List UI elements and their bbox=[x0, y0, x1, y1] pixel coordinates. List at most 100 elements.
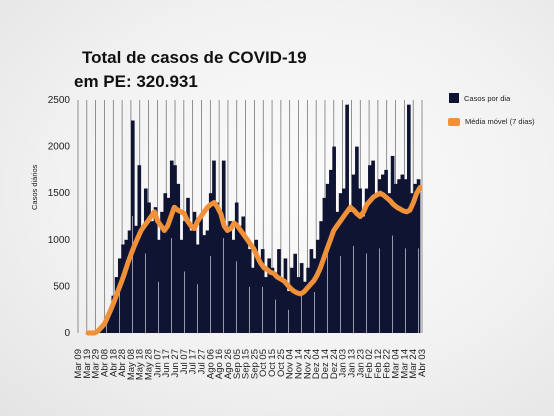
bar bbox=[137, 165, 142, 333]
x-tick-label: Feb 22 bbox=[382, 349, 393, 379]
bar bbox=[163, 193, 168, 333]
y-tick-label: 2000 bbox=[48, 142, 71, 153]
bar bbox=[254, 239, 259, 333]
x-tick-label: Sep 25 bbox=[249, 349, 260, 379]
x-tick-label: Mar 09 bbox=[73, 349, 84, 379]
bar bbox=[296, 277, 301, 333]
bar bbox=[306, 267, 310, 333]
bar bbox=[270, 267, 275, 333]
bar bbox=[410, 193, 414, 333]
x-tick-label: Oct 15 bbox=[267, 349, 278, 377]
x-tick-label: Sep 05 bbox=[232, 349, 243, 379]
x-tick-label: Feb 02 bbox=[364, 349, 375, 379]
bar bbox=[290, 267, 294, 333]
bar bbox=[316, 239, 320, 333]
bar bbox=[108, 309, 112, 333]
x-tick-label: Jun 27 bbox=[170, 349, 181, 378]
bar bbox=[251, 267, 255, 333]
bar bbox=[374, 193, 379, 333]
bar bbox=[368, 165, 372, 333]
chart-title: Total de casos de COVID-19 em PE: 320.93… bbox=[74, 46, 307, 91]
x-tick-label: Mar 14 bbox=[399, 349, 410, 379]
bar bbox=[225, 230, 229, 333]
x-tick-label: Nov 14 bbox=[294, 349, 305, 379]
bar bbox=[394, 183, 398, 333]
legend-swatch-line bbox=[448, 117, 460, 126]
x-tick-label: Jul 17 bbox=[188, 349, 199, 374]
bar bbox=[153, 207, 158, 333]
y-tick-label: 1000 bbox=[48, 235, 71, 246]
y-tick-label: 500 bbox=[53, 281, 70, 292]
bar bbox=[173, 165, 177, 333]
x-tick-label: May 08 bbox=[126, 349, 137, 380]
bar bbox=[160, 211, 164, 333]
x-tick-label: Jan 13 bbox=[346, 349, 357, 378]
x-tick-label: Feb 12 bbox=[373, 349, 384, 379]
x-tick-label: Ago 06 bbox=[205, 349, 216, 379]
bar bbox=[189, 230, 194, 333]
x-tick-label: Abr 18 bbox=[108, 349, 119, 377]
y-tick-label: 0 bbox=[64, 328, 70, 339]
bar bbox=[387, 193, 392, 333]
x-tick-label: Jun 17 bbox=[161, 349, 172, 378]
bar bbox=[176, 183, 181, 333]
bar bbox=[355, 146, 359, 333]
bar bbox=[345, 104, 349, 333]
x-tick-label: Nov 24 bbox=[302, 349, 313, 379]
bar bbox=[348, 211, 353, 333]
bar bbox=[400, 174, 405, 333]
bar bbox=[319, 221, 323, 333]
x-tick-label: Sep 15 bbox=[241, 349, 252, 379]
bar bbox=[267, 258, 272, 333]
bar bbox=[332, 146, 336, 333]
bar bbox=[397, 179, 401, 333]
x-tick-label: Abr 03 bbox=[417, 349, 428, 377]
legend-label-line: Média móvel (7 dias) bbox=[465, 117, 535, 126]
bar bbox=[329, 169, 333, 333]
x-tick-label: Jul 27 bbox=[196, 349, 207, 374]
x-tick-label: Dez 04 bbox=[311, 349, 322, 379]
x-tick-label: Nov 04 bbox=[285, 349, 296, 379]
x-tick-label: Dez 14 bbox=[320, 349, 331, 379]
title-line-2: em PE: 320.931 bbox=[74, 72, 198, 91]
x-tick-label: May 18 bbox=[135, 349, 146, 380]
bar bbox=[277, 249, 281, 333]
x-tick-label: Oct 05 bbox=[258, 349, 269, 377]
bar bbox=[361, 216, 366, 333]
bar bbox=[228, 221, 233, 333]
bar bbox=[303, 281, 307, 333]
x-tick-label: Jan 23 bbox=[355, 349, 366, 378]
bar bbox=[140, 230, 145, 333]
bar bbox=[202, 235, 207, 333]
bar bbox=[309, 249, 314, 333]
x-tick-label: Jul 07 bbox=[179, 349, 190, 374]
x-tick-label: Mar 04 bbox=[391, 349, 402, 379]
bar bbox=[231, 239, 236, 333]
legend-item-bars: Casos por dia bbox=[449, 93, 510, 103]
bar bbox=[147, 202, 151, 333]
legend-label-bars: Casos por dia bbox=[464, 93, 511, 103]
moving-average-line bbox=[85, 185, 423, 336]
bar bbox=[186, 197, 190, 333]
y-tick-label: 2500 bbox=[48, 95, 71, 106]
bar bbox=[384, 169, 388, 333]
bar bbox=[127, 230, 132, 333]
x-tick-label: Jun 07 bbox=[152, 349, 163, 378]
bar bbox=[192, 211, 197, 333]
bar bbox=[407, 104, 411, 333]
bar bbox=[134, 225, 138, 333]
x-tick-label: Dez 24 bbox=[329, 349, 340, 379]
bar bbox=[150, 221, 155, 333]
bar bbox=[199, 216, 203, 333]
bar bbox=[166, 197, 171, 333]
bar bbox=[179, 239, 184, 333]
bar bbox=[257, 263, 262, 333]
x-tick-label: Ago 26 bbox=[223, 349, 234, 379]
bar bbox=[244, 239, 249, 333]
bar bbox=[371, 160, 375, 333]
bar bbox=[212, 160, 216, 333]
bar bbox=[215, 202, 220, 333]
bar bbox=[218, 211, 223, 333]
bar bbox=[124, 239, 129, 333]
